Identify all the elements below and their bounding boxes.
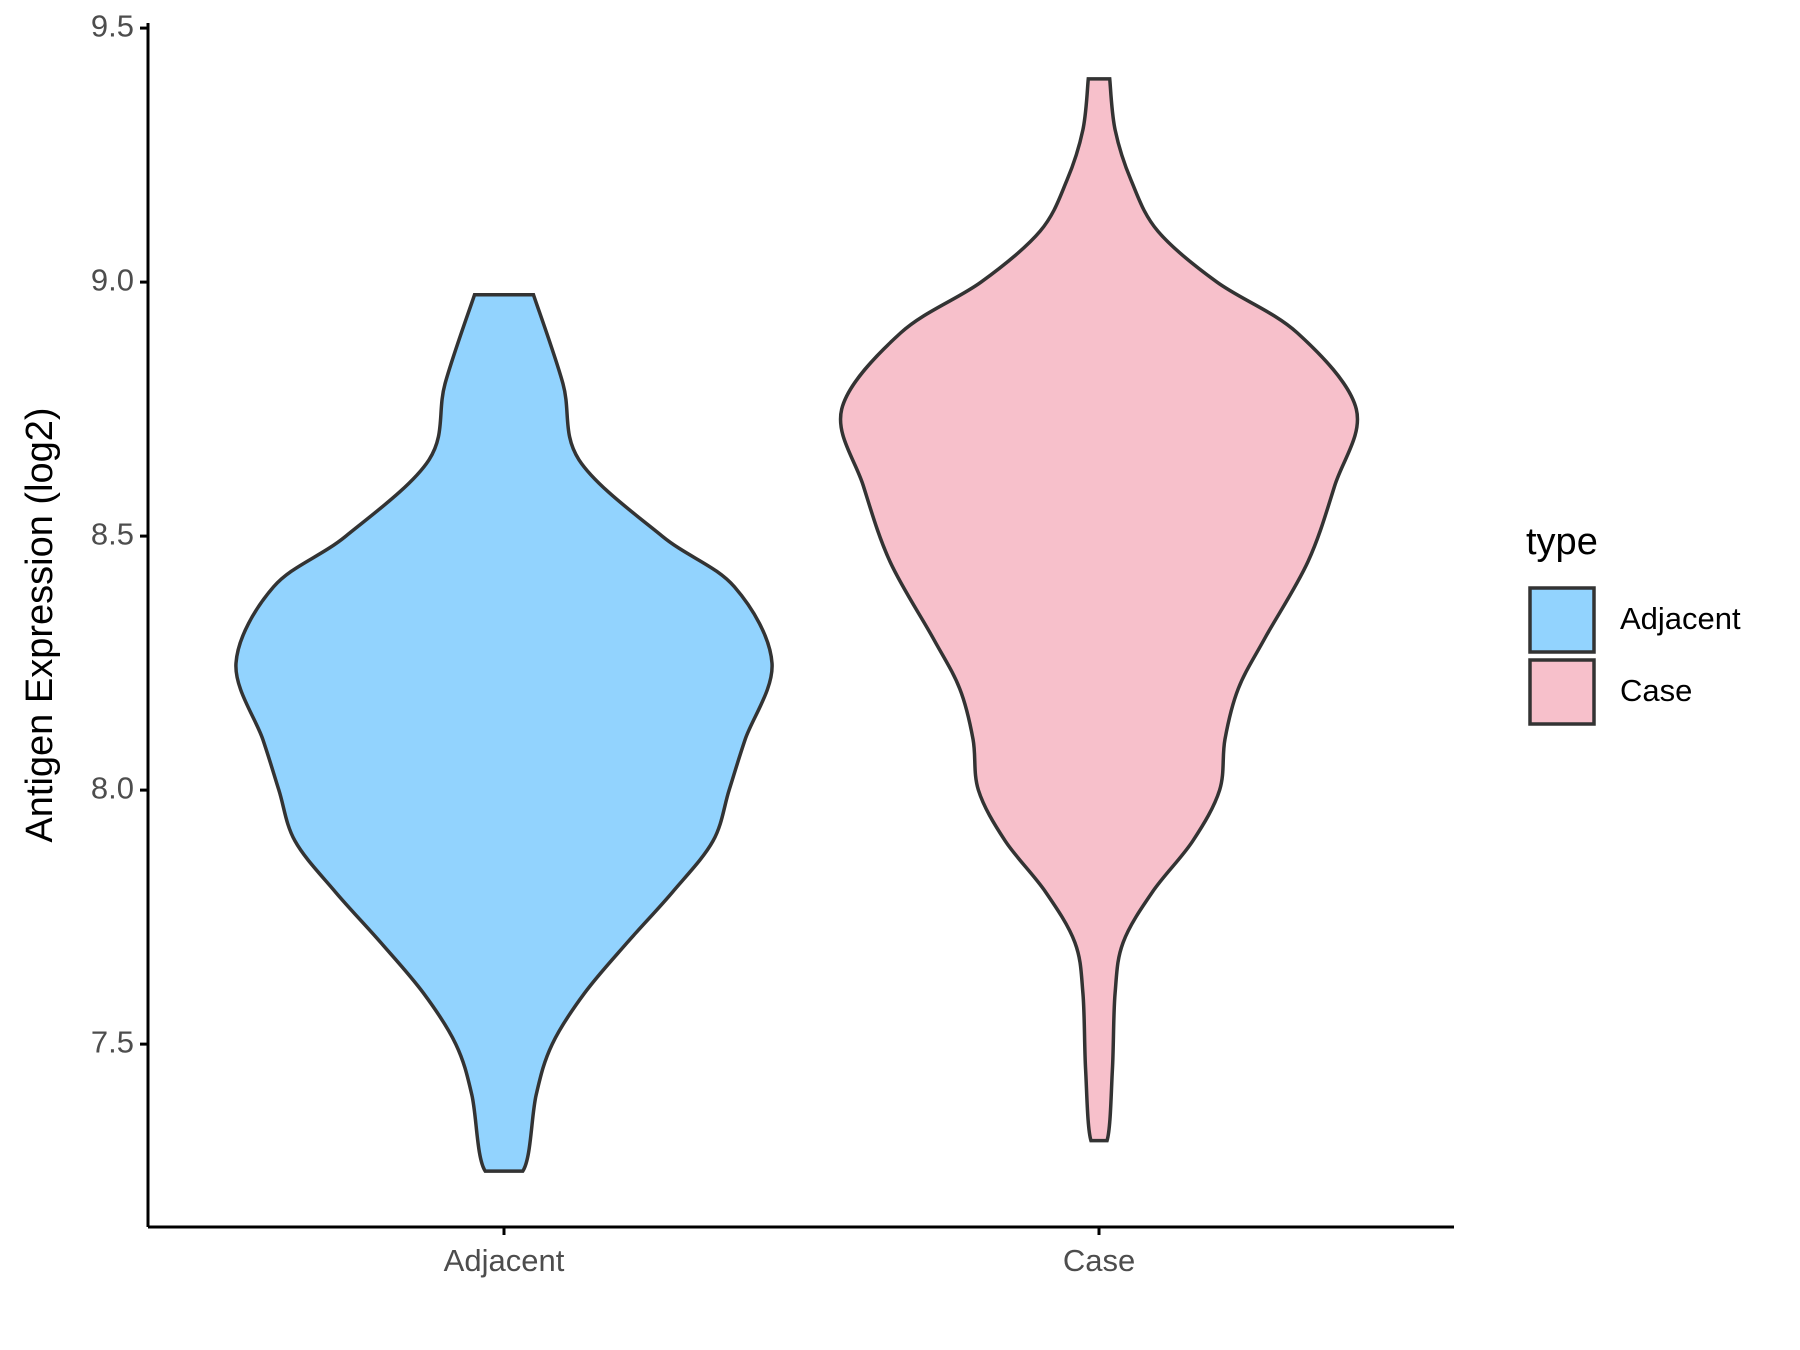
violin: [234, 293, 774, 1173]
y-tick-label: 9.5: [91, 8, 134, 43]
x-tick-label: Case: [1063, 1243, 1135, 1278]
y-tick-label: 7.5: [91, 1024, 134, 1059]
y-tick-label: 8.5: [91, 516, 134, 551]
y-axis-title: Antigen Expression (log2): [19, 407, 61, 842]
legend-key: [1528, 658, 1596, 726]
y-tick-label: 8.0: [91, 770, 134, 805]
legend-label: Adjacent: [1620, 601, 1741, 636]
x-tick-label: Adjacent: [444, 1243, 565, 1278]
violin: [838, 77, 1360, 1143]
legend-title: type: [1526, 521, 1598, 563]
y-tick-label: 9.0: [91, 262, 134, 297]
legend-label: Case: [1620, 673, 1692, 708]
legend-key: [1528, 586, 1596, 654]
